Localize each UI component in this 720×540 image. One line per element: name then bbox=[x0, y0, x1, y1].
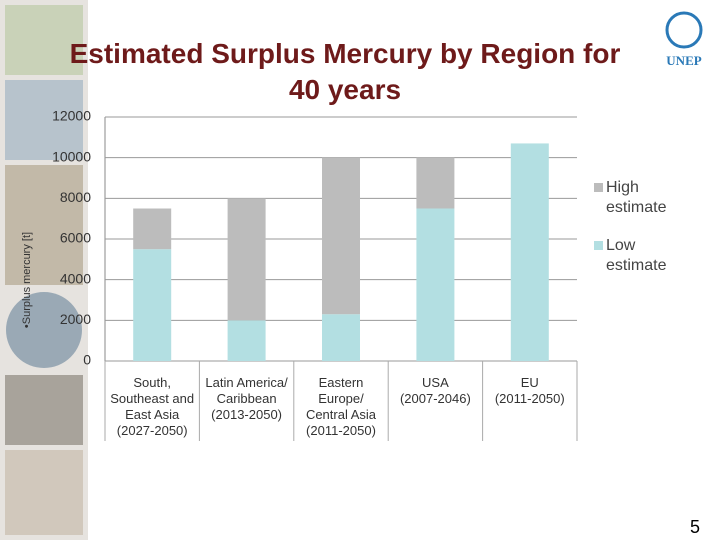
x-tick-label: EU (2011-2050) bbox=[494, 375, 565, 406]
y-tick-label: 0 bbox=[83, 352, 91, 368]
bar-segment bbox=[133, 208, 172, 250]
y-tick-label: 4000 bbox=[60, 270, 91, 286]
photo bbox=[5, 80, 83, 160]
legend-swatch bbox=[594, 241, 603, 250]
y-tick-label: 6000 bbox=[60, 230, 91, 246]
bar-segment bbox=[416, 157, 455, 209]
logo-text: UNEP bbox=[666, 53, 701, 68]
photo bbox=[5, 450, 83, 535]
y-tick-label: 2000 bbox=[60, 311, 91, 327]
x-tick-label: Latin America/ Caribbean (2013-2050) bbox=[205, 375, 288, 422]
bar-segment bbox=[322, 314, 360, 361]
photo bbox=[5, 5, 83, 75]
y-tick-label: 10000 bbox=[52, 148, 91, 164]
bar-segment bbox=[416, 208, 455, 361]
y-axis-label: •Surplus mercury [t] bbox=[21, 232, 33, 328]
y-tick-label: 12000 bbox=[52, 108, 91, 124]
decor-strip bbox=[0, 0, 703, 540]
bar-segment bbox=[133, 249, 172, 361]
bar-segment bbox=[322, 157, 360, 315]
x-tick-label: South, Southeast and East Asia (2027-205… bbox=[110, 375, 195, 438]
x-tick-label: Eastern Europe/ Central Asia (2011-2050) bbox=[305, 375, 377, 438]
legend-swatch bbox=[594, 183, 603, 192]
bar-segment bbox=[510, 143, 549, 361]
chart-title: Estimated Surplus Mercury by Region for … bbox=[69, 38, 621, 105]
photo bbox=[5, 165, 83, 285]
y-tick-label: 8000 bbox=[60, 189, 91, 205]
photo bbox=[6, 292, 82, 368]
photo bbox=[5, 375, 83, 445]
bar-segment bbox=[227, 320, 266, 361]
legend-label: High estimate bbox=[606, 179, 667, 216]
legend-label: Low estimate bbox=[606, 237, 667, 274]
bar-segment bbox=[227, 198, 266, 321]
x-tick-label: USA (2007-2046) bbox=[399, 375, 471, 406]
page-number: 5 bbox=[690, 517, 700, 537]
logo-emblem bbox=[665, 11, 703, 49]
